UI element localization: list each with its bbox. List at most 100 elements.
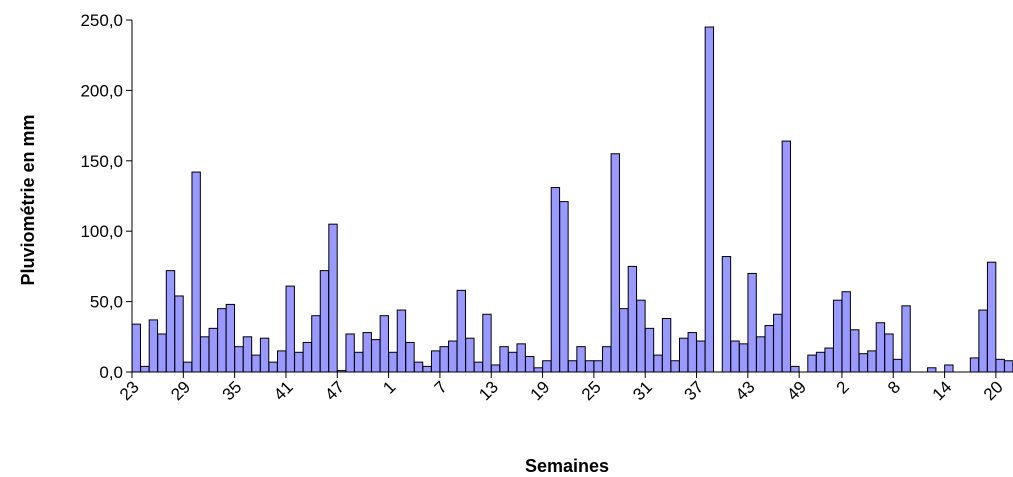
bars xyxy=(131,26,1013,373)
bar-57 xyxy=(619,308,629,373)
y-tick-label: 0,0 xyxy=(99,363,123,382)
bar-9 xyxy=(208,327,218,373)
bar-45 xyxy=(516,343,526,373)
bar-31 xyxy=(396,309,407,373)
bar-38 xyxy=(456,289,466,373)
bar-46 xyxy=(525,356,535,373)
x-tick-label: 43 xyxy=(732,377,759,404)
x-axis-title: Semaines xyxy=(525,456,609,476)
bar-65 xyxy=(687,332,697,373)
bar-48 xyxy=(542,360,552,373)
bar-23 xyxy=(328,223,338,373)
bar-76 xyxy=(781,140,792,373)
x-tick-label: 37 xyxy=(681,377,708,404)
bar-0 xyxy=(131,323,141,373)
bar-54 xyxy=(593,360,603,373)
bar-5 xyxy=(174,295,184,373)
y-tick-label: 150,0 xyxy=(80,152,123,171)
bar-7 xyxy=(191,171,201,373)
bar-22 xyxy=(319,270,330,373)
bar-75 xyxy=(773,313,783,373)
bar-32 xyxy=(405,341,415,373)
x-tick-label: 7 xyxy=(431,377,451,397)
y-tick-label: 50,0 xyxy=(90,293,123,312)
bar-93 xyxy=(927,367,937,373)
bar-62 xyxy=(661,318,672,373)
bar-82 xyxy=(832,299,843,373)
x-ticks: 23 29 35 41 47 1 7 13 19 25 31 37 43 49 2 8 14 20 xyxy=(116,372,1007,404)
bar-34 xyxy=(422,365,432,373)
bar-28 xyxy=(371,339,381,373)
bar-20 xyxy=(302,341,313,373)
bar-80 xyxy=(815,351,826,373)
bar-47 xyxy=(533,367,543,373)
bar-55 xyxy=(602,346,612,373)
bar-26 xyxy=(353,351,364,373)
x-tick-label: 2 xyxy=(833,377,853,397)
bar-15 xyxy=(259,337,270,373)
bar-100 xyxy=(986,261,997,373)
bar-12 xyxy=(234,346,244,373)
bar-42 xyxy=(490,364,501,373)
bar-13 xyxy=(242,336,253,373)
bar-41 xyxy=(482,313,492,373)
y-tick-label: 200,0 xyxy=(80,81,123,100)
x-tick-label: 47 xyxy=(321,377,348,404)
bar-49 xyxy=(550,187,561,373)
bar-21 xyxy=(311,315,321,373)
bar-1 xyxy=(140,365,150,373)
x-tick-label: 13 xyxy=(475,377,502,404)
bar-51 xyxy=(567,360,578,373)
bar-89 xyxy=(892,358,903,373)
bar-27 xyxy=(362,332,372,373)
x-tick-label: 41 xyxy=(270,377,297,404)
bar-74 xyxy=(764,325,774,373)
bar-43 xyxy=(499,346,509,373)
bar-70 xyxy=(730,340,740,373)
x-tick-label: 20 xyxy=(980,377,1007,404)
bar-73 xyxy=(755,336,766,373)
bar-6 xyxy=(182,361,193,373)
bar-64 xyxy=(679,337,689,373)
bar-33 xyxy=(413,361,424,373)
x-tick-label: 31 xyxy=(629,377,656,404)
x-tick-label: 14 xyxy=(929,377,956,404)
bar-53 xyxy=(584,360,595,373)
x-tick-label: 35 xyxy=(219,377,246,404)
bar-50 xyxy=(559,201,569,373)
y-axis-title: Pluviométrie en mm xyxy=(18,114,38,285)
bar-69 xyxy=(721,256,732,373)
y-tick-label: 250,0 xyxy=(80,11,123,30)
bar-30 xyxy=(388,351,398,373)
bar-88 xyxy=(884,333,894,373)
x-tick-label: 25 xyxy=(578,377,605,404)
bar-90 xyxy=(901,305,911,373)
bar-39 xyxy=(465,337,475,373)
bar-11 xyxy=(225,303,236,373)
y-ticks: 0,0 50,0 100,0 150,0 200,0 250,0 xyxy=(80,11,132,382)
x-tick-label: 29 xyxy=(167,377,194,404)
bar-25 xyxy=(345,333,355,373)
bar-77 xyxy=(790,365,800,373)
x-tick-label: 19 xyxy=(527,377,554,404)
bar-60 xyxy=(644,327,655,373)
bar-19 xyxy=(294,351,304,373)
bar-56 xyxy=(610,153,620,373)
bar-83 xyxy=(841,291,851,373)
bar-59 xyxy=(636,299,646,373)
bar-81 xyxy=(824,347,834,373)
bar-37 xyxy=(448,340,458,373)
bar-66 xyxy=(696,340,706,373)
bar-10 xyxy=(217,308,227,373)
bar-95 xyxy=(944,364,954,373)
bar-16 xyxy=(268,361,278,373)
bar-14 xyxy=(251,354,261,373)
bar-40 xyxy=(473,361,484,373)
bar-84 xyxy=(850,329,860,373)
bar-52 xyxy=(576,346,586,373)
bar-8 xyxy=(200,336,210,373)
bar-101 xyxy=(995,358,1005,373)
bar-99 xyxy=(978,309,988,373)
